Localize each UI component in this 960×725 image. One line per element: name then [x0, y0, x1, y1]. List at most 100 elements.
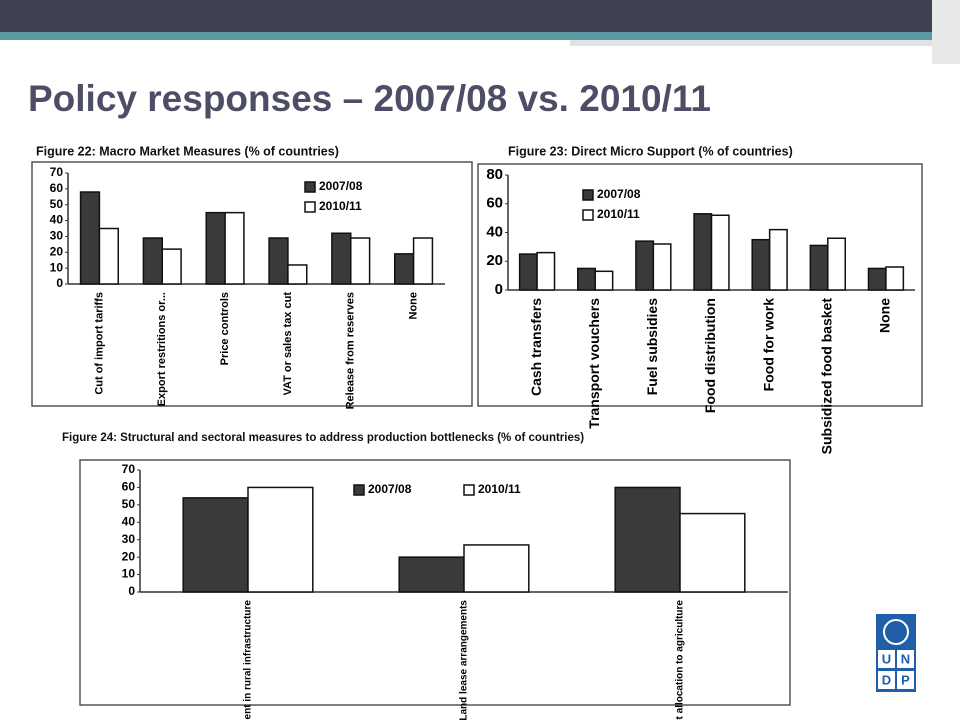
bar: [393, 253, 415, 285]
x-tick-label: Subsidized food basket: [818, 298, 834, 455]
bar: [268, 237, 289, 285]
x-tick-label: Price controls: [219, 292, 231, 365]
legend-label: 2007/08: [319, 179, 363, 193]
chart: Figure 22: Macro Market Measures (% of c…: [31, 144, 473, 409]
x-tick-label: Cash transfers: [528, 298, 544, 396]
y-tick-label: 30: [122, 532, 136, 546]
bar: [518, 253, 538, 291]
legend-swatch: [582, 209, 594, 221]
y-tick-label: 10: [122, 567, 136, 581]
logo-cell: [878, 671, 895, 689]
bar: [79, 191, 101, 285]
bar: [412, 237, 434, 285]
y-tick-label: 60: [50, 181, 64, 195]
legend-swatch: [304, 201, 316, 213]
bar: [182, 497, 249, 593]
bar: [885, 266, 905, 291]
y-tick-label: 20: [122, 549, 136, 563]
bar: [98, 227, 120, 285]
bar: [652, 243, 672, 291]
bar: [350, 237, 371, 285]
slide-title: Policy responses – 2007/08 vs. 2010/11: [28, 78, 711, 119]
x-tick-label: Fuel subsidies: [644, 298, 660, 395]
y-tick-label: 40: [486, 223, 503, 240]
x-tick-label: Investment in rural infrastructure: [243, 600, 254, 720]
y-tick-label: 60: [122, 480, 136, 494]
x-tick-label: Food for work: [760, 298, 776, 392]
x-tick-label: Budget allocation to agriculture: [675, 600, 686, 720]
y-tick-label: 70: [122, 462, 136, 476]
logo-letter: D: [882, 672, 891, 687]
chart-title: Figure 22: Macro Market Measures (% of c…: [36, 144, 339, 158]
chart: Figure 23: Direct Micro Support (% of co…: [477, 144, 923, 455]
bar: [614, 486, 681, 593]
bar: [827, 237, 846, 291]
bar: [679, 512, 746, 593]
logo-cell: [878, 650, 895, 668]
logo-cell: [897, 671, 914, 689]
bar: [398, 556, 465, 593]
y-tick-label: 40: [50, 213, 64, 227]
legend-label: 2010/11: [319, 199, 362, 213]
bar: [809, 244, 829, 291]
x-tick-label: None: [407, 292, 419, 320]
bar: [142, 237, 163, 285]
chart: Figure 24: Structural and sectoral measu…: [62, 432, 791, 725]
legend-swatch: [582, 189, 594, 201]
x-tick-label: None: [877, 298, 893, 333]
bar: [577, 267, 596, 291]
y-tick-label: 0: [495, 281, 503, 298]
y-tick-label: 40: [122, 514, 136, 528]
bar: [287, 264, 308, 285]
logo-emblem: [883, 619, 909, 645]
y-tick-label: 50: [122, 497, 136, 511]
legend-swatch: [463, 484, 475, 496]
legend-label: 2010/11: [478, 482, 521, 496]
bar: [768, 228, 788, 291]
x-tick-label: Land lease arrangements: [459, 600, 470, 720]
header-stripe: [0, 32, 960, 40]
y-tick-label: 0: [56, 276, 63, 290]
legend-swatch: [353, 484, 365, 496]
bar: [751, 238, 771, 291]
logo-letter: N: [901, 651, 910, 666]
logo-cell: [897, 650, 914, 668]
y-tick-label: 80: [486, 166, 503, 183]
bar: [635, 240, 655, 291]
bar: [710, 214, 730, 291]
y-tick-label: 70: [50, 165, 64, 179]
chart-title: Figure 23: Direct Micro Support (% of co…: [508, 144, 793, 158]
chart-title: Figure 24: Structural and sectoral measu…: [62, 432, 584, 444]
x-tick-label: Release from reserves: [345, 292, 357, 409]
y-tick-label: 10: [50, 260, 64, 274]
logo-letter: U: [882, 651, 891, 666]
bar: [867, 267, 887, 291]
legend-label: 2007/08: [368, 482, 412, 496]
x-tick-label: Food distribution: [702, 298, 718, 413]
bar: [331, 232, 352, 285]
x-tick-label: Cut of import tariffs: [93, 292, 105, 395]
y-tick-label: 60: [486, 195, 503, 212]
undp-logo: U N D P: [876, 614, 916, 692]
legend-label: 2010/11: [597, 207, 640, 221]
bar: [205, 211, 226, 285]
legend-label: 2007/08: [597, 187, 641, 201]
bar: [463, 544, 530, 593]
x-tick-label: VAT or sales tax cut: [282, 292, 294, 396]
header-stripe-light: [570, 40, 960, 46]
bar: [693, 213, 713, 291]
y-tick-label: 20: [486, 252, 503, 269]
x-tick-label: Export restritions or...: [156, 292, 168, 406]
corner-decoration: [932, 0, 960, 64]
legend-swatch: [304, 181, 316, 193]
bar: [224, 211, 245, 285]
bar: [247, 486, 314, 593]
bar: [161, 248, 182, 285]
y-tick-label: 50: [50, 197, 64, 211]
bar: [536, 251, 556, 291]
header-bar: [0, 0, 960, 32]
y-tick-label: 0: [128, 584, 135, 598]
y-tick-label: 20: [50, 244, 64, 258]
